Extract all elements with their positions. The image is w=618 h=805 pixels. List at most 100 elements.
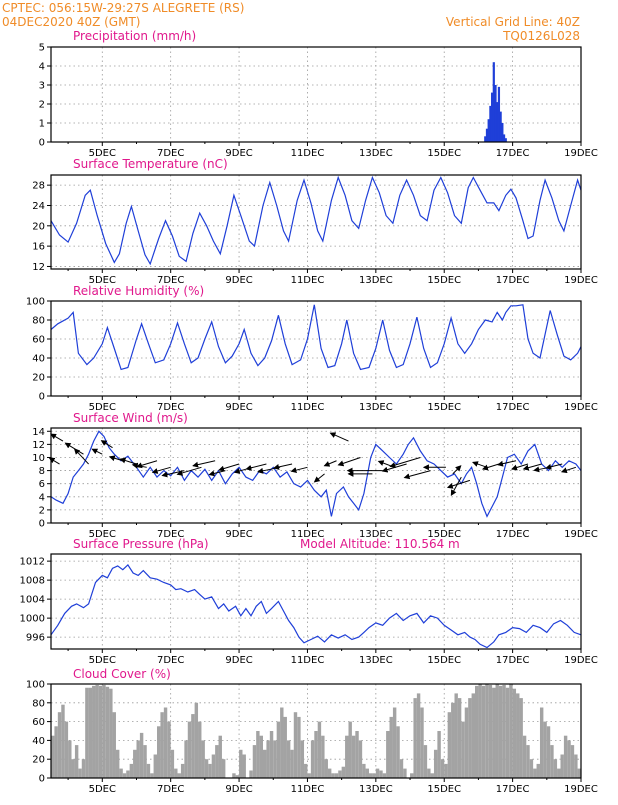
cloud-bar xyxy=(372,773,376,778)
cloud-bar xyxy=(191,714,195,778)
cloud-bar xyxy=(529,759,534,778)
cloud-bar xyxy=(293,712,298,778)
x-tick-label: 9DEC xyxy=(225,529,252,540)
cloud-bar xyxy=(290,749,294,778)
cloud-bar xyxy=(78,768,82,778)
panel-title: Surface Temperature (nC) xyxy=(73,157,228,171)
cloud-bar xyxy=(314,731,318,778)
wind-vector-arrow xyxy=(176,466,202,476)
x-tick-label: 5DEC xyxy=(89,402,116,413)
y-tick-label: 100 xyxy=(26,297,45,308)
y-tick-label: 996 xyxy=(26,633,45,644)
cloud-bar xyxy=(105,686,110,778)
cloud-bar xyxy=(115,749,120,778)
cloud-bar xyxy=(471,693,475,778)
y-tick-label: 12 xyxy=(32,440,45,451)
precip-bar xyxy=(484,136,487,142)
panel-wind: Surface Wind (m/s) 0 2 4 6 8 10 12 14 5DEC 7DEC 9DE… xyxy=(32,411,598,540)
cloud-bar xyxy=(485,684,489,778)
cloud-bar xyxy=(427,768,431,778)
precip-bar xyxy=(504,138,507,142)
cloud-bar xyxy=(478,684,482,778)
cloud-bar xyxy=(259,735,263,778)
y-tick-label: 60 xyxy=(32,335,45,346)
cloud-bar xyxy=(187,721,192,778)
y-tick-label: 2 xyxy=(39,100,45,111)
panel-subtitle: Model Altitude: 110.564 m xyxy=(300,537,460,551)
cloud-bar xyxy=(416,693,421,778)
precip-bar xyxy=(489,105,492,142)
x-tick-label: 5DEC xyxy=(89,655,116,666)
x-tick-label: 13DEC xyxy=(359,402,393,413)
header-model-code: TQ0126L028 xyxy=(502,29,580,43)
precip-bar xyxy=(501,123,504,142)
x-tick-label: 15DEC xyxy=(427,655,461,666)
cloud-bar xyxy=(574,754,578,778)
precip-bar xyxy=(494,85,497,142)
cloud-bar xyxy=(122,773,127,778)
cloud-bar xyxy=(563,735,568,778)
cloud-bar xyxy=(423,745,428,778)
wind-vector-arrow xyxy=(91,448,103,455)
cloud-bar xyxy=(85,687,89,778)
cloud-bar xyxy=(280,707,284,778)
cloud-bar xyxy=(413,698,417,778)
cloud-bar xyxy=(74,745,79,778)
wind-vector-arrow xyxy=(452,465,462,475)
x-tick-label: 13DEC xyxy=(359,784,393,795)
header-location: CPTEC: 056:15W-29:27S ALEGRETE (RS) xyxy=(2,1,244,15)
header-issue-date: 04DEC2020 40Z (GMT) xyxy=(2,15,140,29)
cloud-bar xyxy=(276,721,281,778)
cloud-bar xyxy=(440,759,445,778)
cloud-bar xyxy=(464,707,469,778)
cloud-bar xyxy=(369,773,373,778)
cloud-bar xyxy=(307,773,311,778)
panel-title: Surface Pressure (hPa) xyxy=(73,537,209,551)
x-tick-label: 17DEC xyxy=(496,148,530,159)
cloud-bar xyxy=(221,759,226,778)
panel-press: Surface Pressure (hPa) Model Altitude: 11… xyxy=(20,537,598,666)
x-tick-label: 5DEC xyxy=(89,148,116,159)
cloud-bar xyxy=(126,770,130,778)
cloud-bar xyxy=(129,763,134,778)
cloud-bar xyxy=(208,763,212,778)
y-tick-label: 0 xyxy=(39,392,45,403)
y-tick-label: 40 xyxy=(32,354,45,365)
cloud-bar xyxy=(536,763,540,778)
x-tick-label: 7DEC xyxy=(157,148,184,159)
cloud-bar xyxy=(64,721,69,778)
cloud-bar xyxy=(505,687,510,778)
cloud-bar xyxy=(273,740,277,778)
cloud-bar xyxy=(392,707,397,778)
cloud-bar xyxy=(68,740,72,778)
cloud-bar xyxy=(184,740,188,778)
cloud-bar xyxy=(157,726,161,778)
wind-vector-arrow xyxy=(545,463,563,470)
x-tick-label: 13DEC xyxy=(359,148,393,159)
x-tick-label: 13DEC xyxy=(359,655,393,666)
x-tick-label: 11DEC xyxy=(291,275,325,286)
cloud-bar xyxy=(239,749,243,778)
cloud-bar xyxy=(543,721,547,778)
x-tick-label: 9DEC xyxy=(225,784,252,795)
wind-vector-arrow xyxy=(522,463,542,471)
cloud-bar xyxy=(170,749,175,778)
cloud-bar xyxy=(139,732,144,778)
cloud-bar xyxy=(498,685,503,778)
x-tick-label: 9DEC xyxy=(225,275,252,286)
cloud-bar xyxy=(492,687,496,778)
y-tick-label: 2 xyxy=(39,505,45,516)
cloud-bar xyxy=(283,716,287,778)
cloud-bar xyxy=(51,735,55,778)
x-tick-label: 15DEC xyxy=(427,784,461,795)
y-tick-label: 1008 xyxy=(20,576,45,587)
cloud-bar xyxy=(567,740,571,778)
cloud-bar xyxy=(410,773,414,778)
cloud-bar xyxy=(119,768,123,778)
x-tick-label: 11DEC xyxy=(291,402,325,413)
cloud-bar xyxy=(204,759,209,778)
y-tick-label: 8 xyxy=(39,466,45,477)
cloud-bar xyxy=(263,749,267,778)
cloud-bar xyxy=(457,698,462,778)
cloud-bar xyxy=(526,745,530,778)
